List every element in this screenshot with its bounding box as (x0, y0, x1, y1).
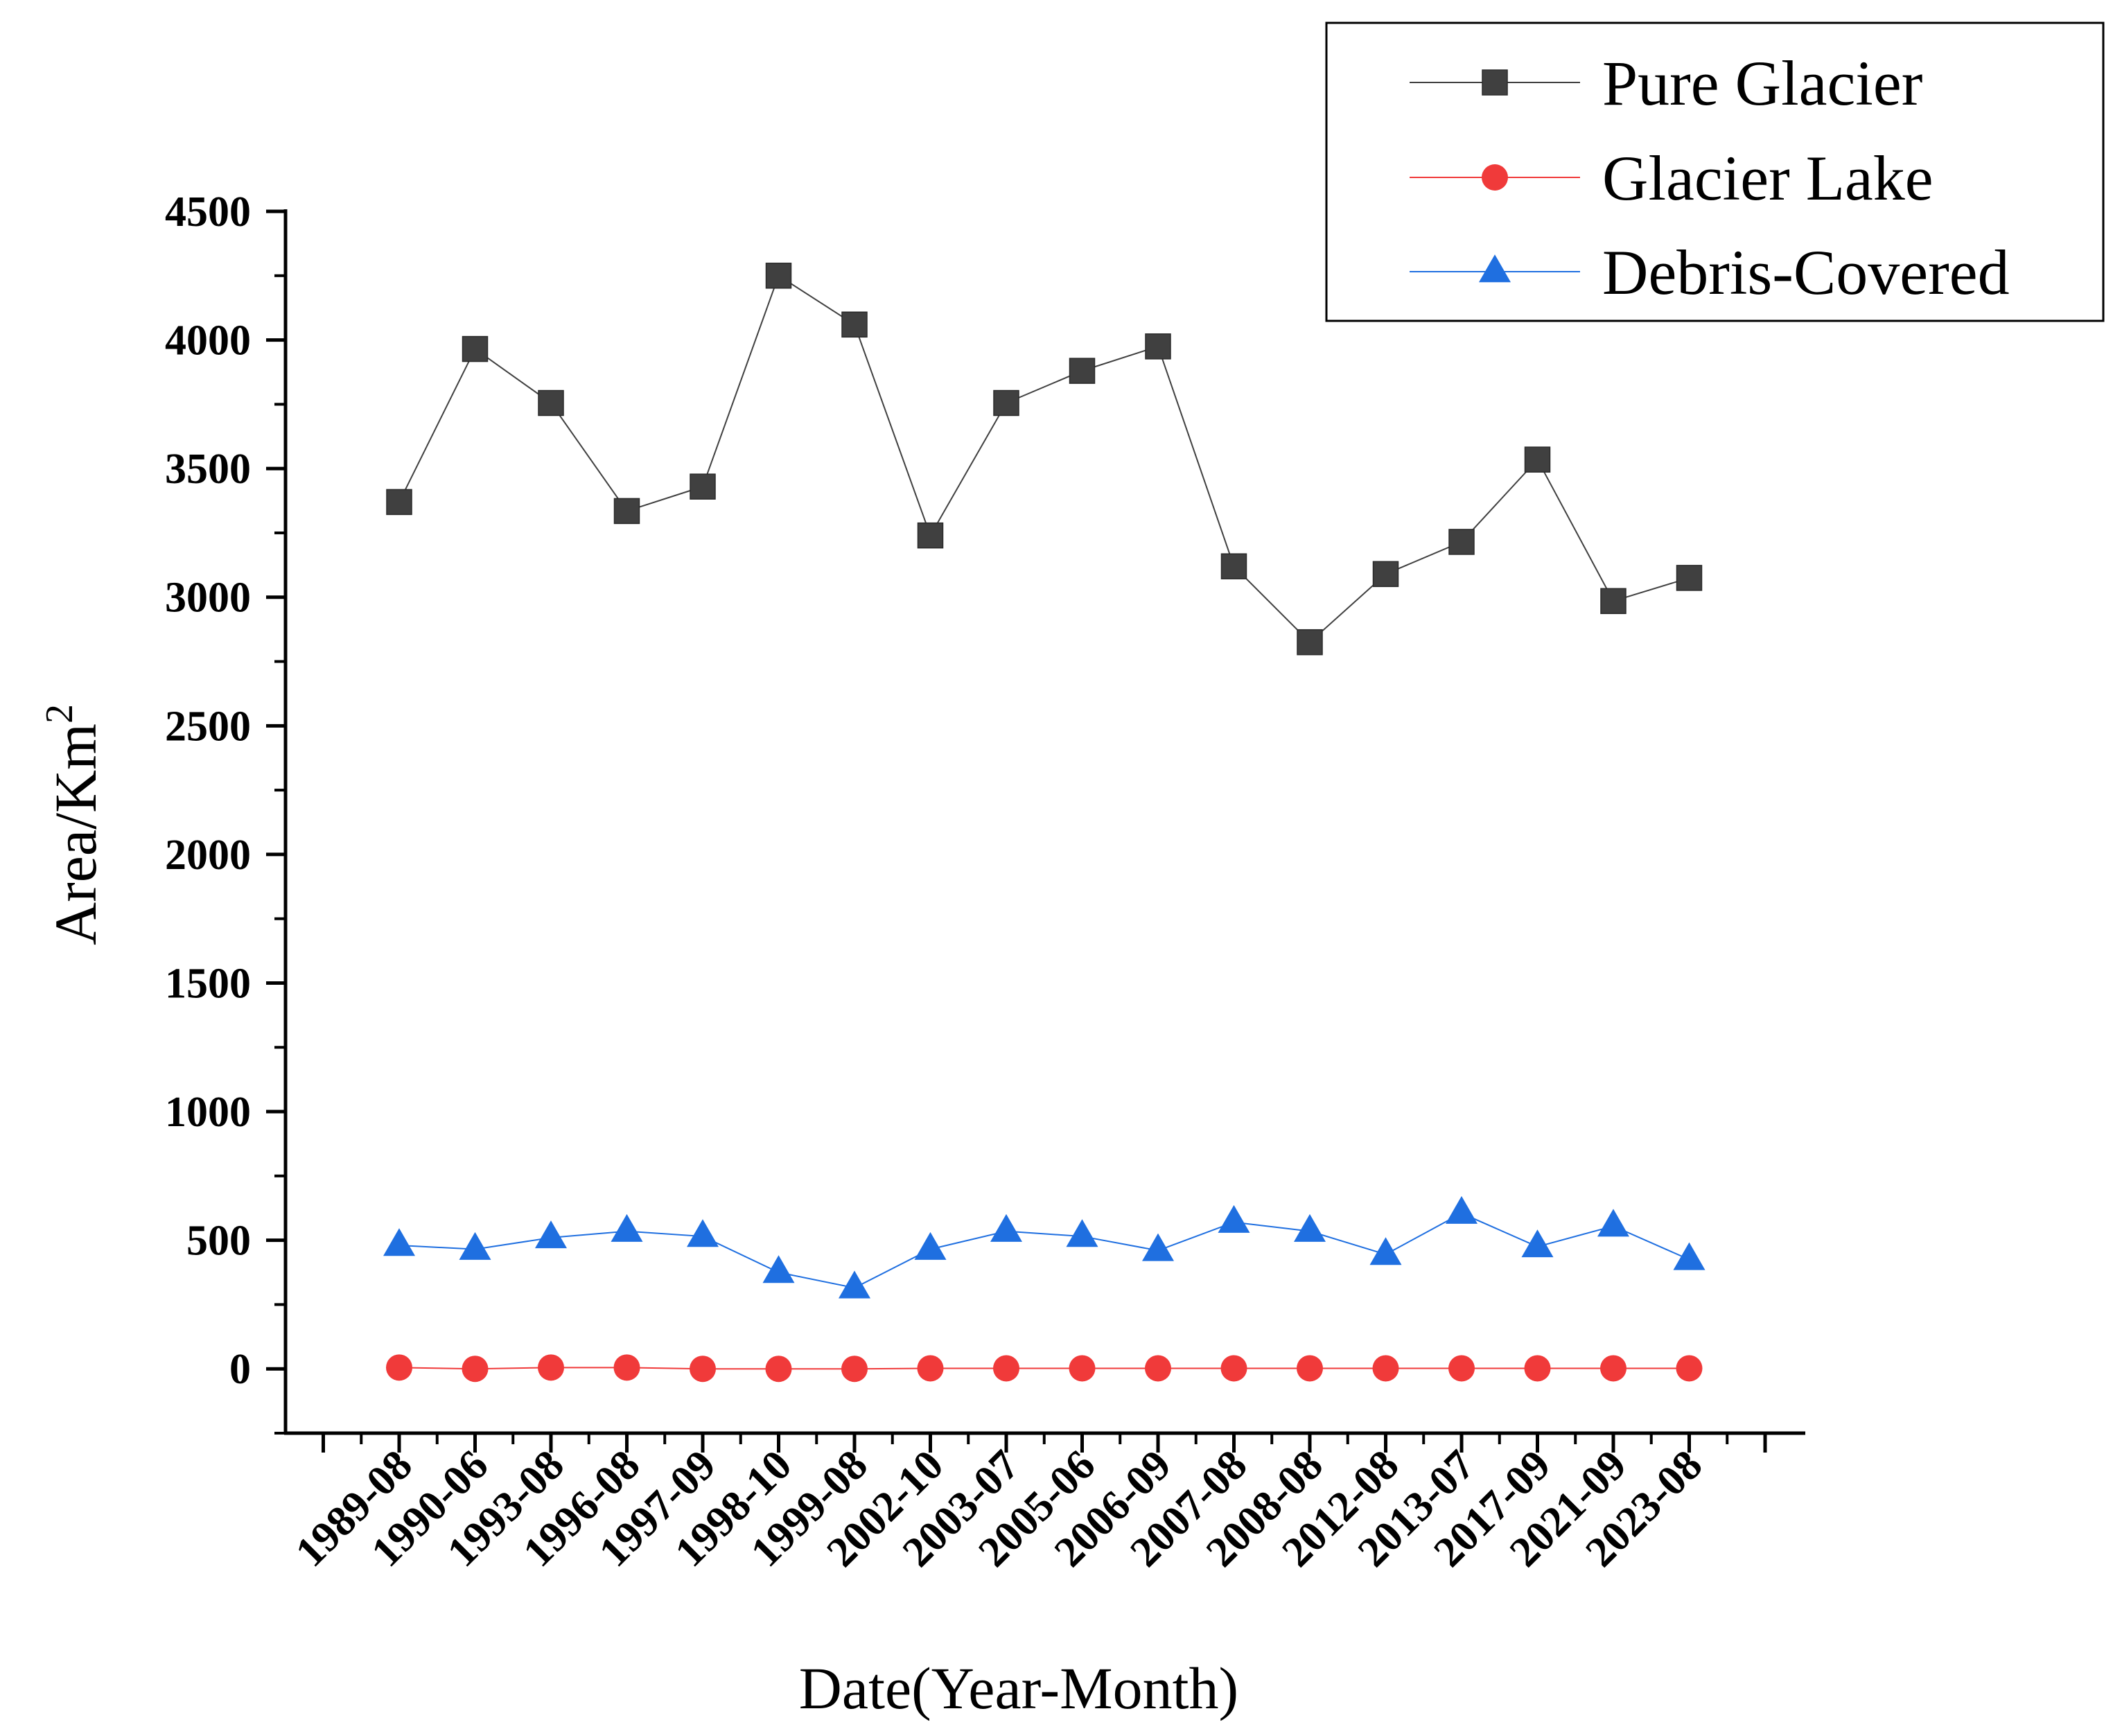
data-point-glacier-lake (1600, 1355, 1626, 1382)
data-point-pure-glacier (690, 473, 716, 500)
data-point-debris-covered (383, 1228, 415, 1256)
data-point-debris-covered (990, 1213, 1022, 1242)
y-tick-label: 4000 (165, 317, 251, 365)
data-point-debris-covered (762, 1255, 795, 1283)
data-point-pure-glacier (1069, 358, 1096, 384)
legend-item-debris-covered: Debris-Covered (1410, 237, 2010, 308)
data-point-glacier-lake (1372, 1355, 1399, 1382)
data-point-debris-covered (1294, 1213, 1326, 1242)
data-point-pure-glacier (1524, 446, 1551, 473)
data-point-glacier-lake (1297, 1355, 1323, 1382)
data-point-debris-covered (1066, 1219, 1098, 1247)
y-axis-title-superscript: 2 (38, 704, 81, 724)
y-axis-title: Area/Km2 (38, 704, 109, 945)
y-axis-title-main: Area/Km (42, 724, 109, 945)
data-point-debris-covered (1597, 1209, 1629, 1237)
legend-marker-circle (1482, 164, 1508, 191)
data-point-pure-glacier (1145, 333, 1171, 360)
data-point-glacier-lake (841, 1356, 868, 1383)
x-ticks: 1989-081990-061993-081996-081997-091998-… (287, 1433, 1767, 1576)
data-point-debris-covered (839, 1270, 870, 1299)
legend-marker-triangle (1479, 254, 1511, 283)
data-point-pure-glacier (462, 335, 489, 362)
data-point-debris-covered (687, 1219, 719, 1247)
data-point-debris-covered (535, 1220, 567, 1249)
data-point-pure-glacier (841, 311, 868, 338)
x-axis-title: Date(Year-Month) (799, 1655, 1238, 1721)
data-point-glacier-lake (993, 1355, 1019, 1382)
series-line-pure-glacier (398, 274, 1690, 644)
series-line-glacier-lake (398, 1367, 1690, 1370)
data-point-glacier-lake (1448, 1355, 1475, 1382)
legend-label: Debris-Covered (1602, 237, 2010, 308)
series-layer (383, 263, 1706, 1383)
y-tick-label: 2500 (165, 703, 251, 750)
data-point-pure-glacier (765, 263, 792, 289)
data-point-glacier-lake (1069, 1355, 1096, 1382)
series-glacier-lake (386, 1354, 1703, 1383)
data-point-glacier-lake (690, 1356, 716, 1383)
data-point-pure-glacier (1600, 588, 1626, 615)
data-point-glacier-lake (1220, 1355, 1247, 1382)
y-tick-label: 4500 (165, 188, 251, 236)
legend-items: Pure Glacier Glacier Lake Debris-Covered (1410, 48, 2010, 308)
data-point-debris-covered (1673, 1242, 1706, 1270)
data-point-pure-glacier (1297, 629, 1323, 656)
data-point-pure-glacier (1676, 565, 1703, 591)
data-point-glacier-lake (462, 1356, 489, 1383)
data-point-glacier-lake (1676, 1355, 1703, 1382)
data-point-debris-covered (1446, 1195, 1477, 1224)
data-point-debris-covered (459, 1231, 491, 1260)
data-point-debris-covered (611, 1213, 643, 1242)
y-tick-label: 1000 (165, 1089, 251, 1136)
data-point-pure-glacier (386, 489, 412, 516)
y-tick-label: 1500 (165, 960, 251, 1007)
data-point-pure-glacier (917, 522, 944, 549)
data-point-glacier-lake (1145, 1355, 1171, 1382)
series-line-debris-covered (398, 1212, 1690, 1289)
legend-label: Pure Glacier (1602, 48, 1922, 119)
data-point-debris-covered (1142, 1233, 1174, 1261)
y-tick-label: 0 (229, 1346, 251, 1393)
legend-marker-square (1482, 69, 1508, 96)
legend: Pure Glacier Glacier Lake Debris-Covered (1325, 21, 2105, 322)
data-point-pure-glacier (1372, 561, 1399, 588)
data-point-debris-covered (1218, 1204, 1250, 1233)
data-point-pure-glacier (1220, 553, 1247, 579)
series-debris-covered (383, 1195, 1706, 1299)
data-point-glacier-lake (613, 1354, 640, 1381)
series-pure-glacier (386, 263, 1703, 656)
data-point-debris-covered (1369, 1237, 1402, 1265)
legend-item-pure-glacier: Pure Glacier (1410, 48, 1922, 119)
data-point-glacier-lake (538, 1354, 564, 1381)
legend-item-glacier-lake: Glacier Lake (1410, 143, 1934, 213)
legend-label: Glacier Lake (1602, 143, 1934, 213)
data-point-pure-glacier (993, 389, 1019, 417)
y-tick-label: 3500 (165, 446, 251, 493)
data-point-debris-covered (1521, 1229, 1554, 1258)
data-point-glacier-lake (917, 1355, 944, 1382)
data-point-pure-glacier (538, 389, 564, 417)
y-ticks: 0 500 1000 1500 2000 2500 3000 3500 4000 4500 (165, 188, 286, 1435)
data-point-pure-glacier (1448, 529, 1475, 555)
data-point-pure-glacier (613, 498, 640, 525)
y-tick-label: 500 (186, 1218, 251, 1265)
y-tick-label: 2000 (165, 832, 251, 879)
y-tick-label: 3000 (165, 575, 251, 622)
data-point-glacier-lake (765, 1356, 792, 1383)
data-point-glacier-lake (386, 1354, 412, 1381)
data-point-debris-covered (914, 1231, 947, 1260)
data-point-glacier-lake (1524, 1355, 1551, 1382)
